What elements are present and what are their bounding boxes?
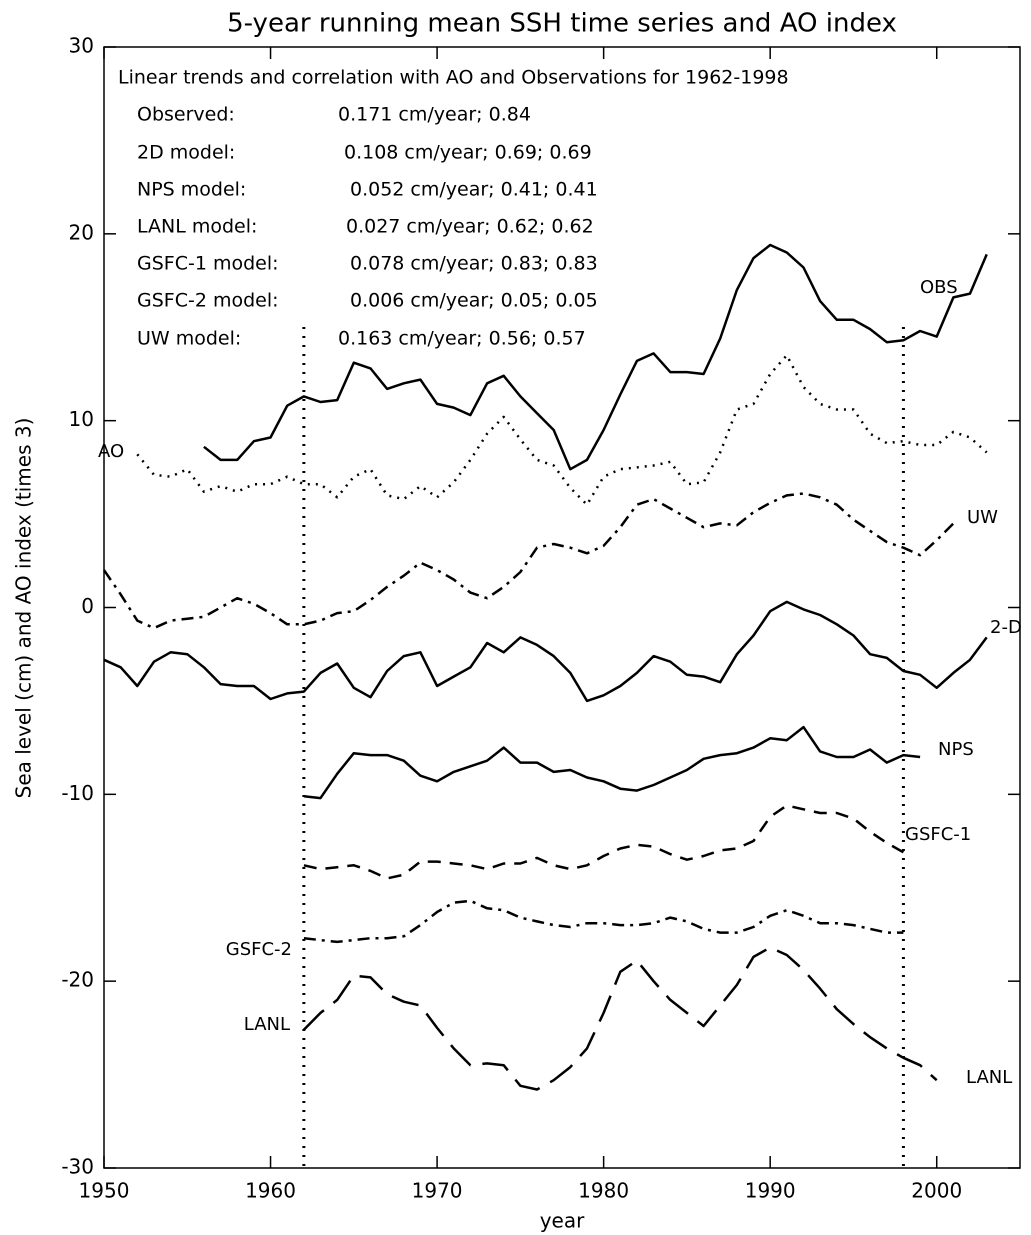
series-label: NPS bbox=[938, 739, 974, 760]
x-tick-label: 1970 bbox=[412, 1179, 463, 1203]
trend-label: GSFC-2 model: bbox=[137, 290, 279, 312]
trend-text: 0.163 cm/year; 0.56; 0.57 bbox=[338, 328, 586, 350]
trend-label: LANL model: bbox=[137, 216, 257, 238]
series-line bbox=[303, 725, 921, 800]
trend-text: 0.006 cm/year; 0.05; 0.05 bbox=[350, 290, 598, 312]
series-label: GSFC-2 bbox=[226, 939, 292, 960]
series-label: LANL bbox=[244, 1014, 290, 1035]
trend-text: 0.052 cm/year; 0.41; 0.41 bbox=[350, 179, 598, 201]
series-label: LANL bbox=[966, 1067, 1012, 1088]
y-tick-label: 20 bbox=[69, 220, 94, 244]
series-line bbox=[303, 899, 904, 944]
y-tick-label: -30 bbox=[61, 1155, 94, 1179]
series-line bbox=[103, 600, 988, 703]
series-label: UW bbox=[967, 507, 998, 528]
x-tick-label: 1960 bbox=[245, 1179, 296, 1203]
y-tick-label: 10 bbox=[69, 407, 94, 431]
x-tick-label: 1990 bbox=[745, 1179, 796, 1203]
trend-text: 0.027 cm/year; 0.62; 0.62 bbox=[346, 216, 594, 238]
y-tick-label: 30 bbox=[69, 34, 94, 58]
series-label: AO bbox=[98, 441, 124, 462]
trend-label: NPS model: bbox=[137, 179, 246, 201]
series-label: 2-D bbox=[990, 617, 1022, 638]
x-tick-label: 2000 bbox=[911, 1179, 962, 1203]
series-line bbox=[102, 492, 955, 630]
y-axis-label: Sea level (cm) and AO index (times 3) bbox=[12, 418, 36, 799]
series-line bbox=[136, 354, 988, 506]
trend-label: Observed: bbox=[137, 104, 235, 126]
trend-label: UW model: bbox=[137, 328, 241, 350]
series-line bbox=[303, 804, 905, 880]
trend-header: Linear trends and correlation with AO an… bbox=[118, 67, 789, 89]
series-label: GSFC-1 bbox=[905, 824, 971, 845]
series-line bbox=[303, 946, 938, 1091]
y-tick-label: 0 bbox=[81, 594, 94, 618]
trend-text: 0.108 cm/year; 0.69; 0.69 bbox=[344, 142, 592, 164]
y-tick-label: -10 bbox=[61, 781, 94, 805]
trend-label: GSFC-1 model: bbox=[137, 253, 279, 275]
x-axis-label: year bbox=[540, 1209, 585, 1233]
trend-text: 0.171 cm/year; 0.84 bbox=[338, 104, 531, 126]
x-tick-label: 1980 bbox=[578, 1179, 629, 1203]
chart-title: 5-year running mean SSH time series and … bbox=[227, 9, 897, 39]
y-tick-label: -20 bbox=[61, 968, 94, 992]
trend-label: 2D model: bbox=[137, 142, 235, 164]
series-label: OBS bbox=[920, 277, 958, 298]
trend-text: 0.078 cm/year; 0.83; 0.83 bbox=[350, 253, 598, 275]
series-line bbox=[203, 243, 988, 471]
x-tick-label: 1950 bbox=[79, 1179, 130, 1203]
